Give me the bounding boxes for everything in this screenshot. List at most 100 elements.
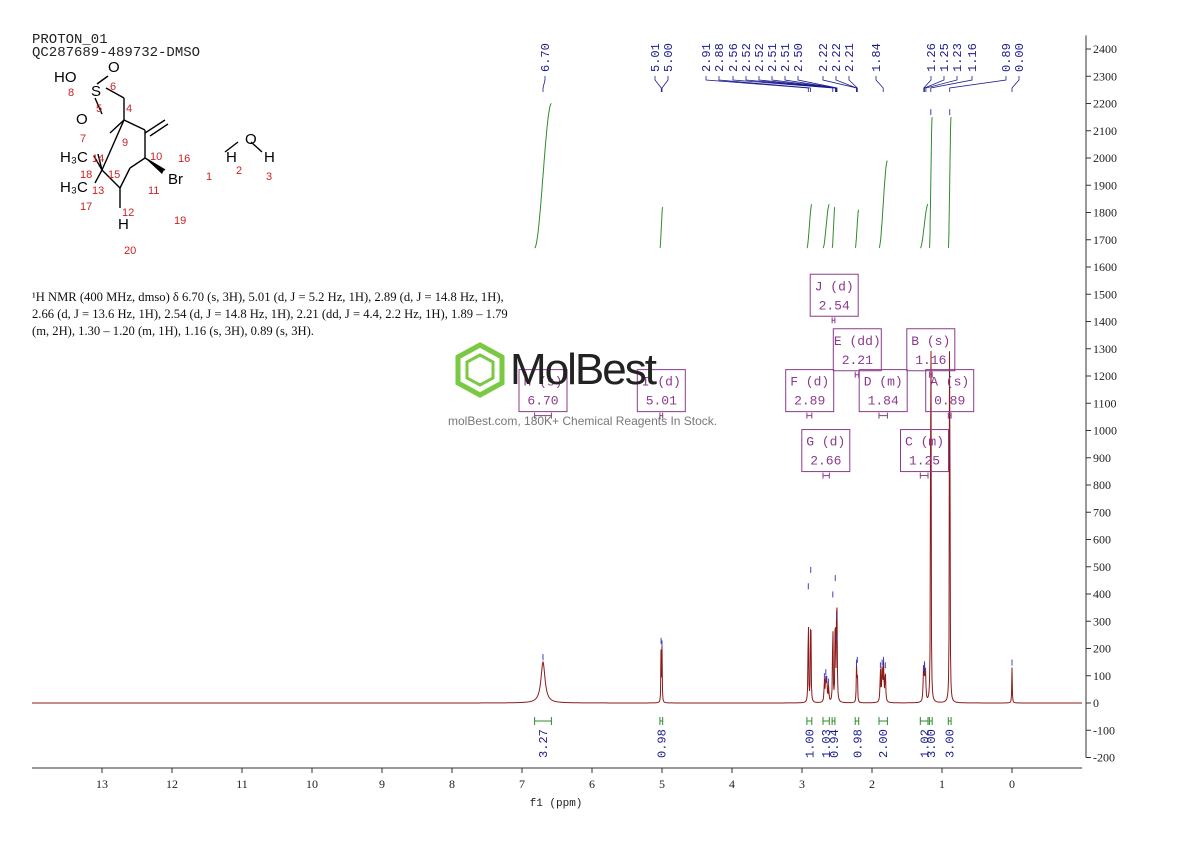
multiplet-box-frame [518,369,568,413]
bond-line [250,141,263,153]
bond-line [101,119,125,171]
multiplet-box-i: I (d) 5.01 [636,369,686,419]
bond-line [105,87,125,99]
y-tick-label: -100 [1093,723,1115,737]
multiplet-box-frame [809,273,859,317]
x-tick-label: 8 [449,777,455,791]
multiplet-shift: 0.89 [934,394,965,409]
atom-label: H [118,216,129,233]
x-tick-label: 13 [96,777,108,791]
peak-label: 2.21 [843,43,857,72]
y-tick-label: 0 [1093,696,1099,710]
peak-label: 0.00 [1013,43,1027,72]
bond-line [109,119,125,134]
atom-label: HO [54,69,77,86]
x-tick-label: 10 [306,777,318,791]
atom-number: 11 [148,185,159,197]
multiplet-shift: 1.16 [915,353,946,368]
peak-label-leader [705,76,809,92]
atom-number: 18 [80,169,92,181]
multiplet-box-frame [832,328,882,372]
wedge-bond [145,158,164,174]
bond-line [144,119,166,134]
multiplet-shift: 2.54 [819,298,850,313]
atom-number: 12 [122,207,134,219]
multiplet-box-b: B (s) 1.16 [906,328,956,378]
atom-number: 14 [92,153,104,165]
peak-label-leader [848,76,858,92]
peak-label: 2.52 [740,43,754,72]
multiplet-box-a: A (s) 0.89 [925,369,975,419]
multiplet-box-j: J (d) 2.54 [809,273,859,324]
multiplet-box-frame [636,369,686,413]
atom-number: 3 [266,171,272,183]
y-tick-label: 400 [1093,587,1111,601]
multiplet-shift: 5.01 [646,394,677,409]
peak-label: 2.22 [830,43,844,72]
peak-label-leader [949,76,1007,92]
x-tick-label: 7 [519,777,525,791]
integral-label: 0.98 [851,729,865,758]
experiment-name: PROTON_01 [32,32,108,48]
peak-label: 1.26 [925,43,939,72]
multiplet-box-g: G (d) 2.66 [801,429,851,479]
y-tick-label: 1500 [1093,287,1117,301]
atom-number: 20 [124,245,136,257]
integral-label: 1.03 [820,729,834,758]
x-tick-label: 9 [379,777,385,791]
y-tick-label: 2400 [1093,42,1117,56]
y-tick-label: 1700 [1093,233,1117,247]
multiplet-shift: 6.70 [527,394,558,409]
y-tick-label: 2200 [1093,97,1117,111]
y-tick-label: 1800 [1093,206,1117,220]
y-tick-label: 1200 [1093,369,1117,383]
multiplet-shift: 2.21 [842,353,873,368]
nmr-description: ¹H NMR (400 MHz, dmso) δ 6.70 (s, 3H), 5… [32,289,592,340]
peak-label: 5.00 [662,43,676,72]
multiplet-box-c: C (m) 1.25 [900,429,949,479]
peak-label-leader [718,76,811,92]
integral-label: 3.27 [537,729,551,758]
x-tick-label: 4 [729,777,735,791]
watermark-brand: MolBest [510,345,657,394]
y-tick-label: 2100 [1093,124,1117,138]
atom-label: O [245,131,257,148]
atom-label: H₃C [60,179,88,196]
atom-number: 7 [80,133,86,145]
multiplet-box-e: E (dd) 2.21 [832,328,882,378]
integral-label: 3.00 [944,729,958,758]
peak-label-leader [732,76,834,92]
bond-line [96,75,109,85]
multiplet-label: G (d) [806,435,845,450]
peak-label: 1.84 [870,43,884,72]
peak-label: 1.25 [938,43,952,72]
peak-label: 2.56 [727,43,741,72]
integral-label: 1.02 [919,729,933,758]
atom-number: 4 [126,103,132,115]
y-tick-label: 600 [1093,533,1111,547]
multiplet-box-h: H (s) 6.70 [518,369,568,419]
atom-label: S [91,83,101,100]
atom-number: 9 [122,137,128,149]
peak-label: 2.91 [700,43,714,72]
integral-label: 3.00 [925,729,939,758]
integral-label: 2.00 [877,729,891,758]
multiplet-box-frame [900,429,949,473]
peak-label-leader [654,76,662,92]
peak-label-leader [924,76,945,92]
y-tick-label: 2000 [1093,151,1117,165]
atom-number: 16 [178,153,190,165]
atom-number: 10 [150,151,162,163]
watermark-tagline: molBest.com, 180K+ Chemical Reagents In … [448,414,718,428]
y-tick-label: 700 [1093,505,1111,519]
bond-line [101,169,121,189]
multiplet-label: C (m) [905,435,944,450]
atom-number: 1 [206,171,212,183]
atom-number: 2 [236,165,242,177]
x-tick-label: 0 [1009,777,1015,791]
peak-label: 2.50 [792,43,806,72]
x-tick-label: 2 [869,777,875,791]
integral-curve [878,160,888,249]
